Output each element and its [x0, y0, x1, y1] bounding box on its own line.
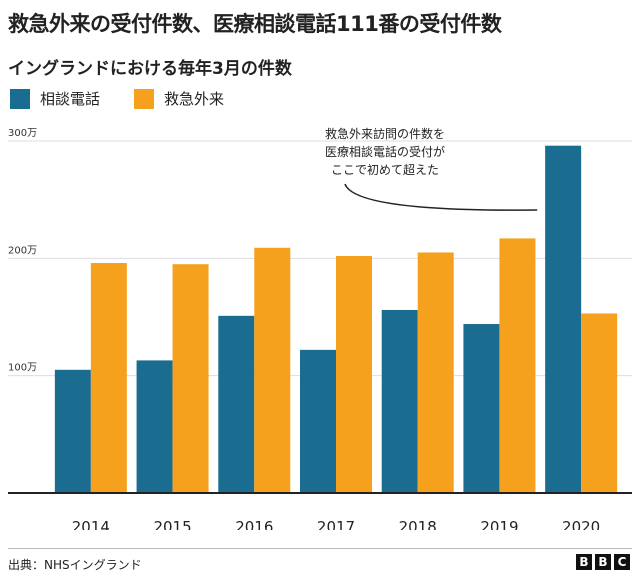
source-note: 出典：NHSイングランド: [8, 558, 142, 572]
x-tick-label: 2016: [235, 518, 273, 530]
y-tick-label: 300万: [8, 128, 37, 139]
legend-label-phone: 相談電話: [40, 90, 101, 108]
annotation-text: ここで初めて超えた: [331, 162, 439, 177]
x-tick-label: 2015: [153, 518, 191, 530]
legend-swatch-er: [134, 88, 155, 109]
footer-divider: [8, 548, 632, 549]
legend-label-er: 救急外来: [164, 90, 225, 108]
x-tick-label: 2014: [72, 518, 110, 530]
bbc-logo-letter: C: [614, 554, 630, 570]
bar-chart: 100万 200万 300万 2014 2015 2016 2017 2018 2019 2020…: [8, 126, 632, 530]
bar-phone: [218, 315, 255, 493]
x-tick-label: 2018: [399, 518, 437, 530]
bar-phone: [463, 324, 500, 493]
bar-er: [90, 263, 127, 493]
chart-subtitle: イングランドにおける毎年3月の件数: [8, 59, 292, 79]
bbc-logo: B B C: [573, 554, 630, 570]
legend-swatch-phone: [10, 88, 30, 109]
bar-er: [336, 255, 372, 493]
bar-phone: [54, 369, 91, 493]
legend-item-er: 救急外来: [134, 88, 224, 109]
bar-phone: [300, 349, 336, 493]
bbc-logo-letter: B: [576, 554, 592, 570]
bar-er: [581, 313, 618, 493]
annotation-text: 医療相談電話の受付が: [325, 144, 445, 159]
bar-er: [499, 238, 536, 493]
legend: 相談電話 救急外来: [10, 88, 258, 109]
bar-phone: [136, 360, 173, 493]
y-tick-label: 200万: [8, 245, 37, 256]
x-tick-label: 2017: [317, 518, 355, 530]
x-tick-label: 2020: [562, 518, 600, 530]
bar-phone: [545, 145, 582, 493]
annotation-arrow: [344, 183, 538, 211]
y-tick-label: 100万: [8, 363, 37, 374]
x-tick-label: 2019: [480, 518, 518, 530]
annotation-text: 救急外来訪問の件数を: [325, 126, 445, 141]
bar-phone: [381, 309, 418, 493]
bar-er: [172, 264, 209, 493]
legend-item-phone: 相談電話: [10, 88, 100, 109]
bar-er: [254, 247, 291, 493]
bar-er: [417, 252, 454, 493]
chart-title: 救急外来の受付件数、医療相談電話111番の受付件数: [8, 12, 502, 36]
bbc-logo-letter: B: [595, 554, 611, 570]
